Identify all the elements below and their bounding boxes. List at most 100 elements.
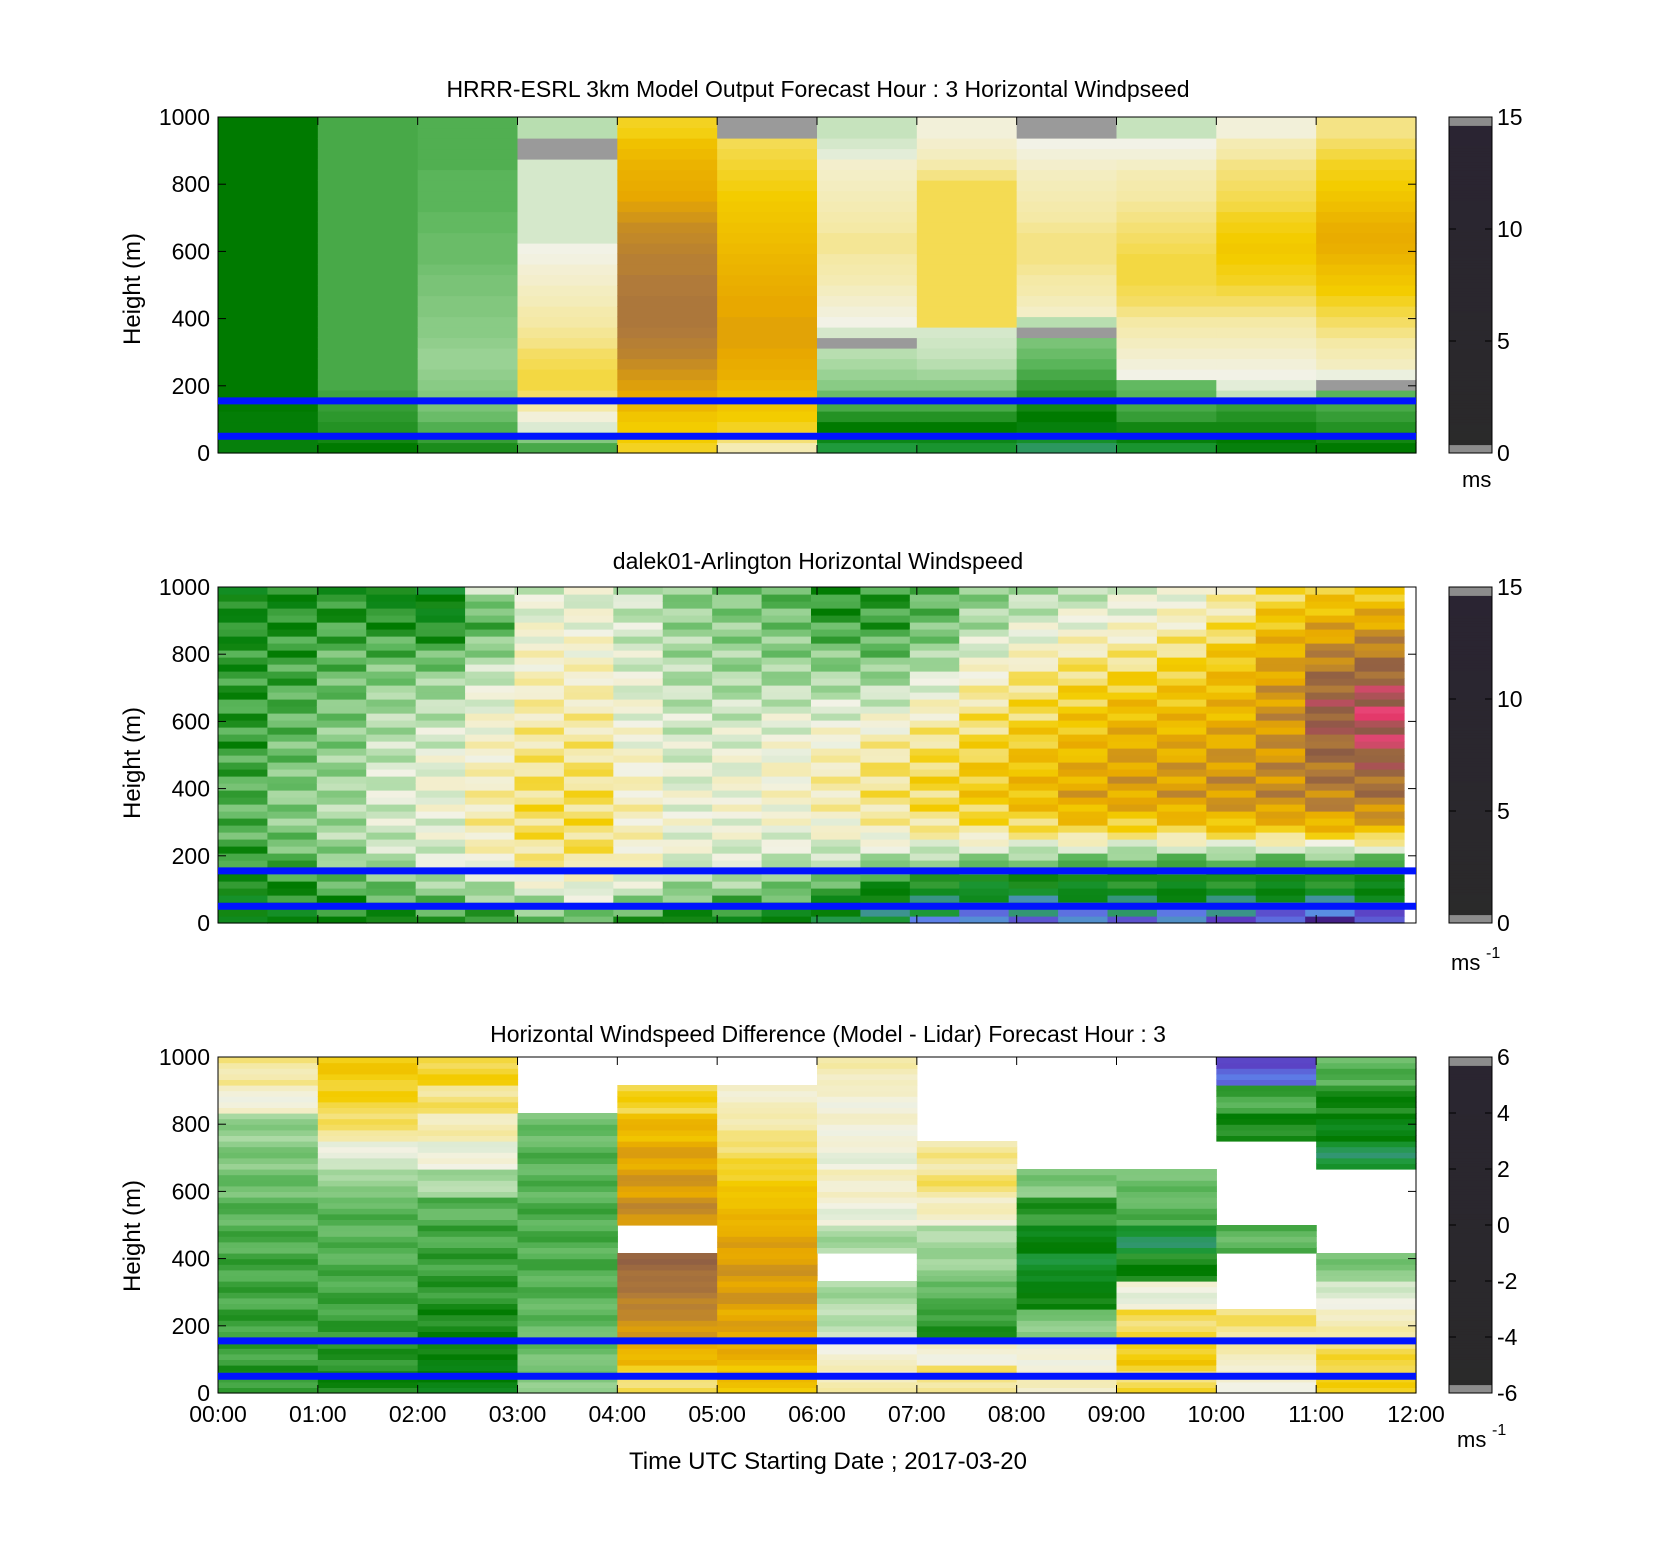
- heatmap-cell: [218, 1152, 319, 1159]
- heatmap-cell: [817, 1135, 918, 1142]
- heatmap-cell: [617, 1141, 718, 1148]
- heatmap-cell: [417, 1169, 519, 1176]
- heatmap-cell: [959, 629, 1010, 637]
- heatmap-cell: [662, 874, 713, 882]
- heatmap-cell: [1116, 138, 1217, 150]
- heatmap-cell: [1305, 881, 1356, 889]
- heatmap-cell: [415, 874, 466, 882]
- heatmap-cell: [1156, 615, 1207, 623]
- colorbar-swatch: [1449, 413, 1492, 418]
- heatmap-cell: [267, 916, 318, 924]
- heatmap-cell: [1316, 180, 1417, 192]
- heatmap-cell: [617, 1331, 718, 1338]
- heatmap-cell: [761, 804, 812, 812]
- heatmap-cell: [916, 1157, 1018, 1164]
- heatmap-cell: [366, 860, 417, 868]
- heatmap-cell: [1255, 797, 1306, 805]
- heatmap-cell: [613, 643, 664, 651]
- heatmap-cell: [916, 1174, 1018, 1181]
- heatmap-cell: [717, 379, 818, 391]
- heatmap-cell: [366, 755, 417, 763]
- heatmap-cell: [563, 916, 614, 924]
- heatmap-cell: [1206, 860, 1257, 868]
- heatmap-cell: [366, 650, 417, 658]
- heatmap-cell: [761, 671, 812, 679]
- colorbar-swatch: [1449, 200, 1492, 205]
- colorbar-swatch: [1449, 136, 1492, 140]
- heatmap-cell: [811, 720, 862, 728]
- heatmap-cell: [415, 783, 466, 791]
- heatmap-cell: [1008, 818, 1059, 826]
- heatmap-cell: [316, 832, 367, 840]
- heatmap-cell: [959, 601, 1010, 609]
- heatmap-cell: [1116, 1286, 1217, 1293]
- heatmap-cell: [1058, 636, 1109, 644]
- heatmap-cell: [613, 657, 664, 665]
- heatmap-cell: [317, 1342, 419, 1349]
- heatmap-cell: [761, 888, 812, 896]
- heatmap-cell: [1316, 232, 1417, 244]
- heatmap-cell: [817, 1152, 918, 1159]
- heatmap-cell: [317, 1253, 419, 1260]
- heatmap-cell: [662, 741, 713, 749]
- heatmap-cell: [366, 713, 417, 721]
- heatmap-cell: [1058, 678, 1109, 686]
- colorbar-swatch: [1449, 152, 1492, 157]
- heatmap-cell: [218, 1208, 319, 1215]
- heatmap-cell: [712, 832, 763, 840]
- heatmap-cell: [817, 1208, 918, 1215]
- heatmap-cell: [517, 1286, 618, 1293]
- heatmap-cell: [811, 895, 862, 903]
- heatmap-cell: [1016, 1230, 1118, 1237]
- heatmap-cell: [1016, 1225, 1118, 1232]
- heatmap-cell: [817, 180, 918, 192]
- heatmap-cell: [761, 727, 812, 735]
- heatmap-cell: [817, 169, 918, 181]
- heatmap-cell: [517, 1141, 618, 1148]
- heatmap-cell: [916, 1281, 1018, 1288]
- heatmap-cell: [366, 797, 417, 805]
- heatmap-cell: [514, 748, 565, 756]
- heatmap-cell: [1107, 916, 1158, 924]
- colorbar-swatch: [1449, 718, 1492, 722]
- heatmap-cell: [1216, 306, 1317, 318]
- heatmap-cell: [1316, 117, 1417, 129]
- heatmap-cell: [617, 1163, 718, 1170]
- heatmap-cell: [959, 713, 1010, 721]
- heatmap-cell: [317, 1085, 419, 1092]
- heatmap-cell: [514, 657, 565, 665]
- heatmap-cell: [1156, 650, 1207, 658]
- heatmap-cell: [267, 881, 318, 889]
- heatmap-cell: [613, 860, 664, 868]
- heatmap-cell: [417, 348, 519, 360]
- heatmap-cell: [617, 1169, 718, 1176]
- colorbar-swatch: [1449, 1118, 1492, 1122]
- heatmap-cell: [218, 1180, 319, 1187]
- heatmap-cell: [316, 622, 367, 630]
- heatmap-cell: [1116, 274, 1217, 286]
- heatmap-cell: [417, 1068, 519, 1075]
- colorbar-swatch: [1449, 804, 1492, 809]
- colorbar-swatch: [1449, 234, 1492, 238]
- heatmap-cell: [909, 853, 960, 861]
- heatmap-cell: [517, 1264, 618, 1271]
- heatmap-cell: [1116, 1180, 1217, 1187]
- heatmap-cell: [1156, 706, 1207, 714]
- colorbar-swatch: [1449, 376, 1492, 381]
- heatmap-cell: [761, 615, 812, 623]
- heatmap-cell: [517, 390, 618, 402]
- heatmap-cell: [514, 755, 565, 763]
- heatmap-cell: [916, 222, 1018, 234]
- colorbar-swatch: [1449, 1115, 1492, 1120]
- heatmap-cell: [1354, 755, 1405, 763]
- heatmap-cell: [860, 601, 911, 609]
- colorbar-swatch: [1449, 779, 1492, 784]
- colorbar-swatch: [1449, 1146, 1492, 1150]
- colorbar-swatch: [1449, 1308, 1492, 1313]
- heatmap-cell: [959, 741, 1010, 749]
- heatmap-cell: [916, 201, 1018, 213]
- heatmap-cell: [366, 846, 417, 854]
- colorbar-swatch: [1449, 194, 1492, 199]
- heatmap-cell: [1107, 825, 1158, 833]
- heatmap-cell: [1156, 832, 1207, 840]
